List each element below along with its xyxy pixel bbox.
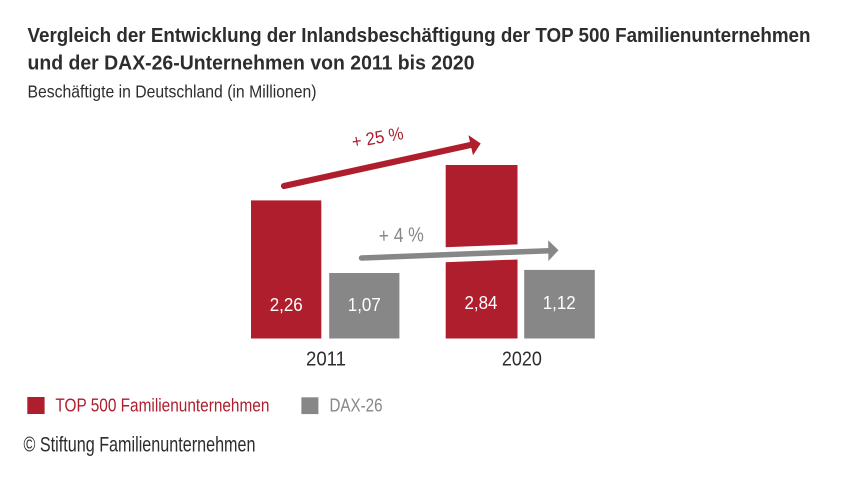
svg-text:und der DAX-26-Unternehmen von: und der DAX-26-Unternehmen von 2011 bis …	[28, 52, 475, 75]
svg-text:Vergleich der Entwicklung der: Vergleich der Entwicklung der Inlandsbes…	[28, 24, 811, 47]
svg-text:+ 4 %: + 4 %	[378, 223, 424, 248]
svg-text:2,84: 2,84	[465, 293, 498, 313]
svg-text:2011: 2011	[306, 349, 346, 371]
svg-text:2,26: 2,26	[270, 295, 303, 315]
svg-text:Beschäftigte in Deutschland (i: Beschäftigte in Deutschland (in Millione…	[28, 81, 317, 101]
svg-text:DAX-26: DAX-26	[330, 395, 383, 416]
svg-text:1,12: 1,12	[543, 293, 576, 313]
svg-text:© Stiftung Familienunternehmen: © Stiftung Familienunternehmen	[24, 433, 256, 457]
svg-text:2020: 2020	[502, 349, 542, 371]
svg-text:TOP 500 Familienunternehmen: TOP 500 Familienunternehmen	[55, 395, 269, 416]
svg-text:1,07: 1,07	[348, 295, 381, 315]
